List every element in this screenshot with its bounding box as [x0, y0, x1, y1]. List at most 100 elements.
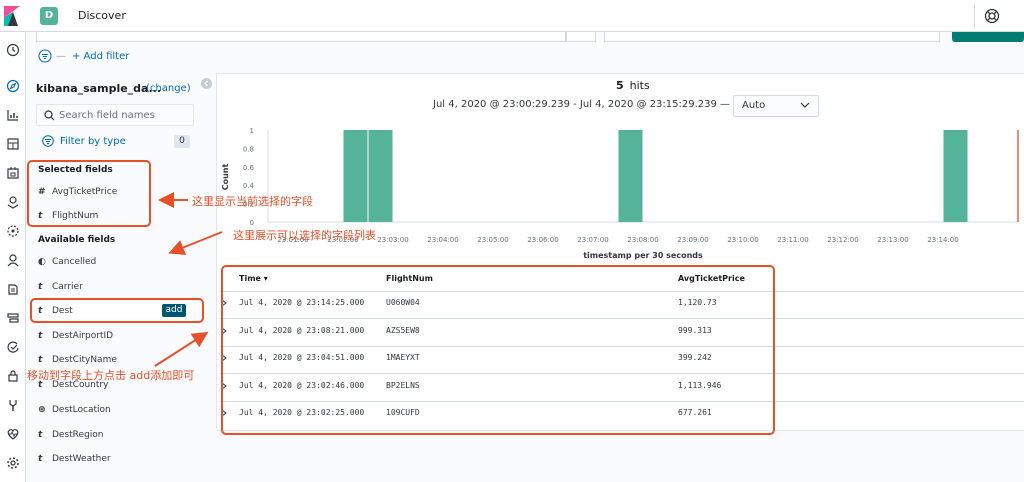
- hits-label: hits: [629, 79, 650, 92]
- column-header-avgticketprice[interactable]: AvgTicketPrice: [678, 274, 745, 283]
- histogram-bar: [368, 130, 393, 222]
- filter-icon: [42, 135, 54, 147]
- visualize-icon[interactable]: [6, 108, 20, 122]
- field-name: AvgTicketPrice: [52, 187, 118, 197]
- uptime-icon[interactable]: [6, 340, 20, 354]
- x-tick-label: 23:13:00: [877, 236, 908, 244]
- field-item[interactable]: # AvgTicketPrice: [38, 184, 117, 200]
- field-name: DestRegion: [52, 430, 104, 440]
- field-item[interactable]: t FlightNum: [38, 208, 98, 224]
- row-divider: [220, 400, 1024, 402]
- filter-by-type-button[interactable]: Filter by type: [42, 135, 126, 147]
- field-item[interactable]: t Carrier: [38, 279, 83, 295]
- cell-flightnum: AZS5EW8: [386, 325, 420, 335]
- filter-count-badge: 0: [174, 135, 190, 148]
- devtools-icon[interactable]: [6, 398, 20, 412]
- x-tick-label: 23:05:00: [477, 236, 508, 244]
- field-item[interactable]: ⊕ DestLocation: [38, 402, 111, 418]
- string-type-icon: t: [38, 306, 43, 316]
- metrics-icon[interactable]: [6, 253, 20, 267]
- annotation-available: 这里展示可以选择的字段列表: [233, 229, 376, 242]
- field-item[interactable]: t DestAirportID: [38, 328, 113, 344]
- cell-time: Jul 4, 2020 @ 23:08:21.000: [239, 325, 365, 335]
- cell-flightnum: 109CUFD: [386, 408, 420, 417]
- query-language-toggle[interactable]: [566, 32, 596, 42]
- ml-icon[interactable]: [6, 224, 20, 238]
- gear-icon[interactable]: [6, 456, 20, 470]
- cell-flightnum: 1MAEYXT: [386, 353, 420, 362]
- x-tick-label: 23:02:00: [327, 236, 358, 244]
- app-title: Discover: [78, 9, 126, 22]
- field-name: Carrier: [52, 282, 83, 292]
- field-name: FlightNum: [52, 211, 99, 221]
- expand-row-icon[interactable]: [221, 327, 227, 335]
- logs-icon[interactable]: [6, 282, 20, 296]
- x-tick-label: 23:03:00: [377, 236, 408, 244]
- selected-fields-title: Selected fields: [38, 165, 113, 175]
- siem-icon[interactable]: [6, 369, 20, 383]
- field-item[interactable]: t DestWeather: [38, 451, 111, 467]
- query-input[interactable]: [36, 32, 566, 42]
- field-name: DestWeather: [52, 454, 111, 464]
- collapse-sidebar-icon[interactable]: [201, 78, 212, 89]
- search-icon: [44, 110, 55, 121]
- cell-avgticketprice: 999.313: [678, 325, 712, 335]
- field-search-input[interactable]: [59, 108, 189, 123]
- header-divider: [974, 4, 975, 28]
- field-item[interactable]: t DestCountry: [38, 377, 108, 393]
- column-header-flightnum[interactable]: FlightNum: [386, 274, 433, 283]
- help-icon[interactable]: [984, 8, 1000, 24]
- y-axis-label: Count: [221, 164, 230, 191]
- x-tick-label: 23:04:00: [427, 236, 458, 244]
- clock-icon[interactable]: [6, 43, 20, 57]
- boolean-type-icon: ◐: [38, 257, 46, 267]
- field-name: Cancelled: [52, 257, 97, 267]
- add-filter-link[interactable]: + Add filter: [72, 50, 130, 62]
- change-index-pattern-link[interactable]: (change): [146, 83, 191, 94]
- filter-options-icon[interactable]: [38, 49, 52, 63]
- add-field-button[interactable]: add: [162, 304, 186, 317]
- monitoring-icon[interactable]: [6, 427, 20, 441]
- field-name: Dest: [52, 306, 73, 316]
- field-item[interactable]: t DestCityName: [38, 352, 117, 368]
- update-button[interactable]: [952, 32, 1024, 42]
- apm-icon[interactable]: [6, 311, 20, 325]
- expand-row-icon[interactable]: [221, 409, 227, 417]
- chevron-down-icon: [800, 102, 810, 108]
- y-tick-label: 1: [250, 127, 254, 135]
- hits-count: 5: [616, 79, 624, 92]
- string-type-icon: t: [38, 282, 43, 292]
- dest-field-highlight: [30, 298, 204, 323]
- cell-time: Jul 4, 2020 @ 23:02:25.000: [239, 408, 365, 417]
- row-divider: [220, 345, 1024, 347]
- row-divider: [220, 373, 1024, 374]
- x-tick-label: 23:01:00: [277, 236, 308, 244]
- histogram-bar: [618, 130, 643, 222]
- field-item[interactable]: ◐ Cancelled: [38, 254, 96, 270]
- cell-avgticketprice: 399.242: [678, 353, 712, 362]
- space-avatar[interactable]: D: [40, 7, 58, 25]
- filter-separator: —: [56, 50, 66, 62]
- canvas-icon[interactable]: [6, 166, 20, 180]
- date-picker[interactable]: [604, 32, 940, 42]
- x-tick-label: 23:06:00: [527, 236, 558, 244]
- field-item[interactable]: t Dest: [38, 303, 73, 319]
- field-item[interactable]: t DestRegion: [38, 427, 104, 443]
- column-header-time[interactable]: Time ▾: [239, 274, 268, 283]
- interval-select[interactable]: Auto: [733, 95, 819, 117]
- compass-icon[interactable]: [6, 79, 20, 93]
- interval-value: Auto: [742, 100, 766, 111]
- expand-row-icon[interactable]: [221, 382, 227, 390]
- row-divider: [220, 318, 1024, 319]
- histogram-bar: [943, 130, 968, 222]
- field-name: DestCityName: [52, 355, 117, 365]
- field-hover-highlight: [35, 302, 193, 320]
- y-tick-label: 0.8: [243, 145, 254, 153]
- maps-icon[interactable]: [6, 195, 20, 209]
- expand-row-icon[interactable]: [221, 299, 227, 307]
- expand-row-icon[interactable]: [221, 354, 227, 362]
- kibana-logo-icon[interactable]: [4, 6, 20, 26]
- string-type-icon: t: [38, 355, 43, 365]
- dashboard-icon[interactable]: [6, 137, 20, 151]
- header-divider: [220, 291, 1024, 292]
